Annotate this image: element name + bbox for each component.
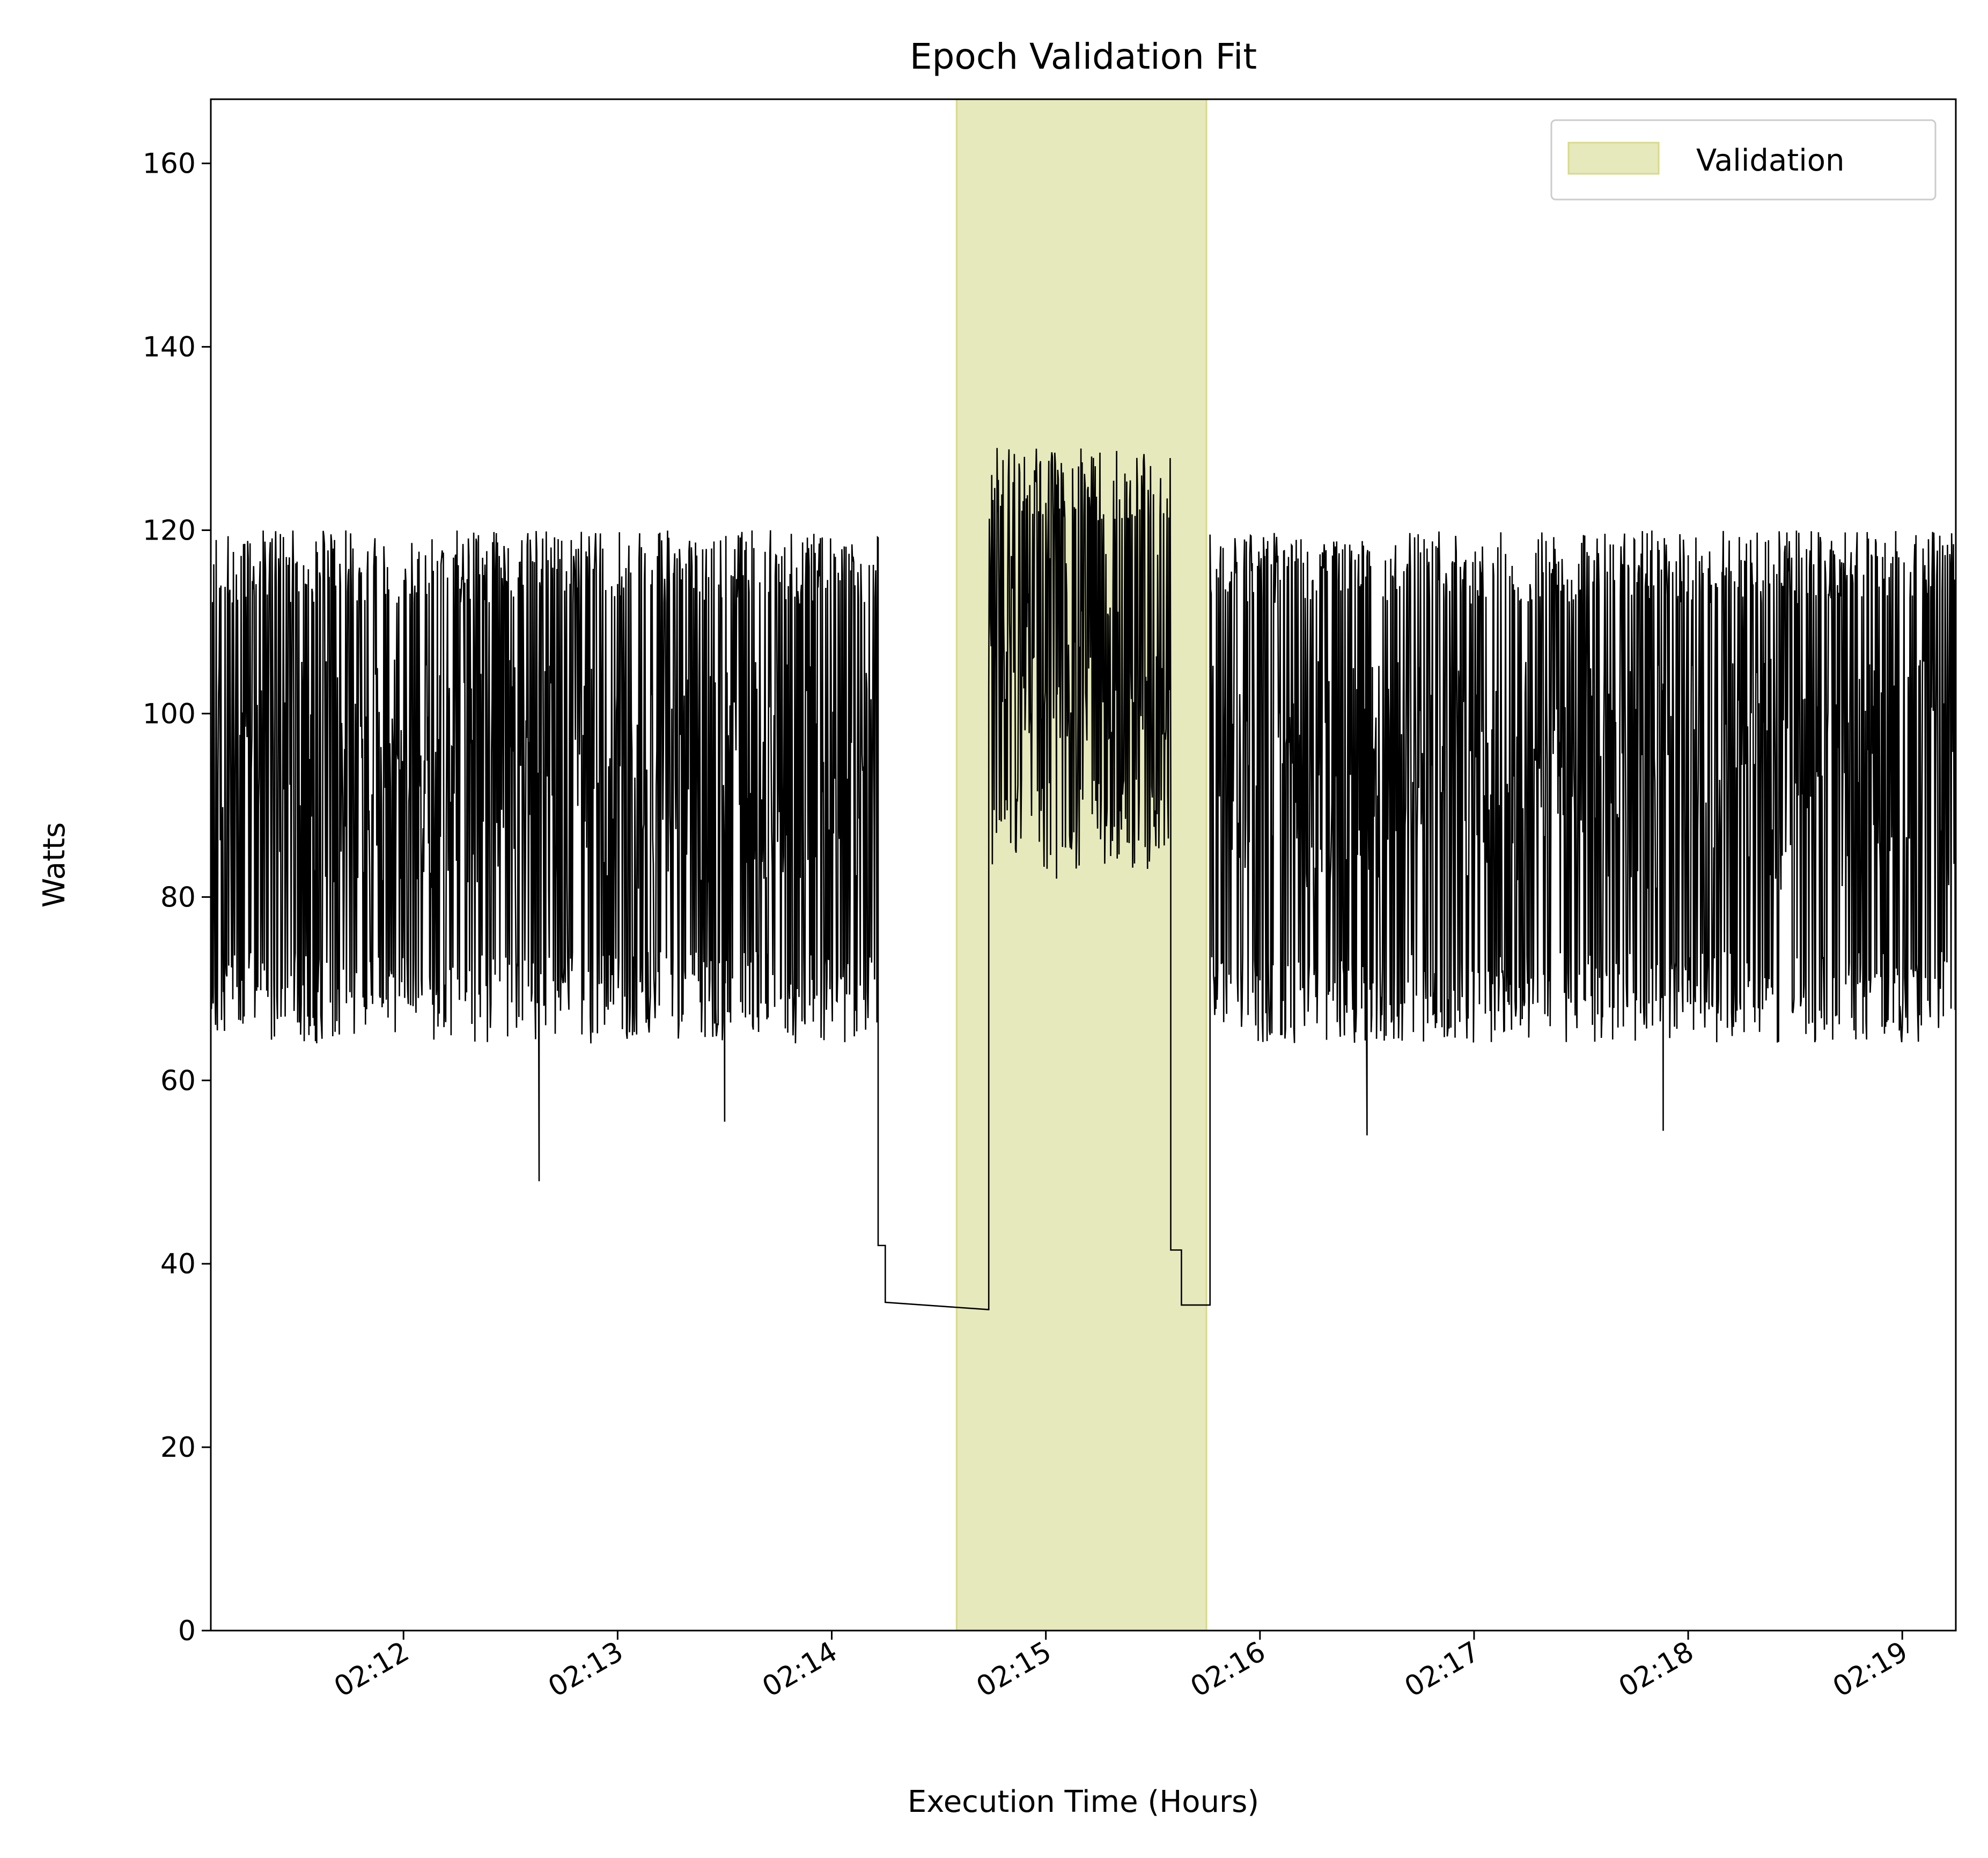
x-axis-title: Execution Time (Hours) [908, 1785, 1259, 1819]
y-tick-label: 160 [143, 148, 196, 180]
x-tick-label: 02:18 [1614, 1635, 1699, 1704]
y-tick-label: 80 [160, 881, 196, 913]
legend-box [1550, 119, 1937, 201]
x-tick-label: 02:17 [1400, 1635, 1485, 1704]
x-tick-label: 02:12 [329, 1635, 415, 1704]
y-axis-title: Watts [37, 822, 72, 908]
highlight-layer [955, 98, 1207, 1632]
x-tick-label: 02:19 [1828, 1635, 1913, 1704]
x-axis: 02:12 02:13 02:14 02:15 02:16 02:17 02:18 02:19 [329, 1631, 1913, 1704]
y-tick-label: 140 [143, 331, 196, 364]
y-tick-label: 100 [143, 698, 196, 730]
y-tick-label: 40 [160, 1248, 196, 1280]
validation-region [955, 98, 1207, 1632]
power-series-line [210, 448, 1957, 1310]
chart-title: Epoch Validation Fit [910, 36, 1257, 77]
y-tick-label: 120 [143, 515, 196, 547]
y-tick-label: 0 [178, 1615, 196, 1647]
legend-swatch-validation [1567, 142, 1660, 175]
plot-frame [210, 98, 1957, 1632]
line-layer [210, 448, 1957, 1310]
y-axis: 0 20 40 60 80 100 120 140 160 [143, 148, 211, 1647]
x-tick-label: 02:16 [1186, 1635, 1271, 1704]
y-tick-label: 20 [160, 1432, 196, 1464]
legend: Validation [1550, 119, 1937, 201]
y-tick-label: 60 [160, 1065, 196, 1097]
x-tick-label: 02:13 [543, 1635, 629, 1704]
legend-label-validation: Validation [1696, 143, 1845, 178]
x-tick-label: 02:15 [971, 1635, 1057, 1704]
x-tick-label: 02:14 [757, 1635, 843, 1704]
